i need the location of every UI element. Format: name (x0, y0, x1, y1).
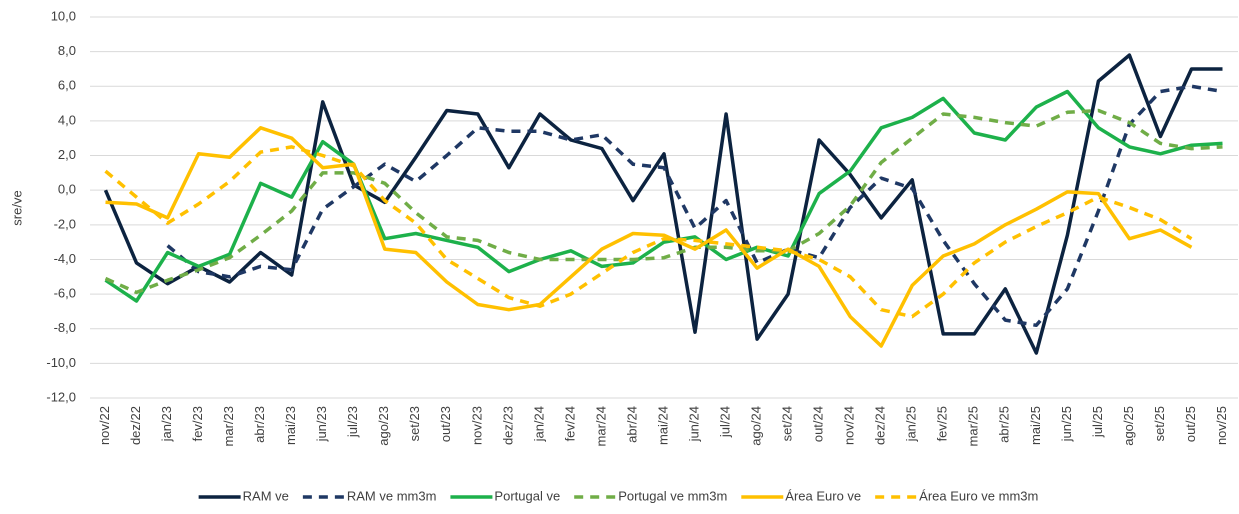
x-tick-label: jan/23 (159, 406, 174, 442)
x-tick-label: ago/23 (376, 406, 391, 446)
x-tick-label: out/24 (811, 406, 826, 442)
x-tick-label: ago/25 (1121, 406, 1136, 446)
legend: RAM ve RAM ve mm3m Portugal ve Portugal ve … (198, 488, 1038, 503)
y-tick-label: 8,0 (58, 43, 76, 58)
x-tick-label: out/23 (438, 406, 453, 442)
series-line (104, 145, 1193, 319)
y-tick-label: -8,0 (54, 320, 76, 335)
y-tick-label: 2,0 (58, 147, 76, 162)
x-tick-label: nov/25 (1214, 406, 1229, 445)
y-tick-label: -12,0 (46, 389, 76, 404)
x-tick-label: dez/22 (128, 406, 143, 445)
x-tick-label: jul/24 (717, 406, 732, 438)
legend-label: RAM ve (243, 488, 289, 503)
x-tick-label: nov/22 (97, 406, 112, 445)
legend-label: Portugal ve mm3m (618, 488, 727, 503)
x-tick-label: mai/24 (655, 406, 670, 445)
legend-label: Área Euro ve mm3m (919, 488, 1038, 503)
series-line (104, 89, 1223, 303)
y-tick-label: -10,0 (46, 355, 76, 370)
x-tick-label: jun/24 (686, 406, 701, 442)
x-tick-label: dez/24 (873, 406, 888, 445)
x-tick-label: jan/25 (904, 406, 919, 442)
x-tick-label: jun/23 (314, 406, 329, 442)
x-tick-label: mai/25 (1028, 406, 1043, 445)
x-tick-label: set/25 (1152, 406, 1167, 441)
x-tick-label: out/25 (1183, 406, 1198, 442)
x-tick-label: jun/25 (1059, 406, 1074, 442)
x-tick-label: fev/25 (935, 406, 950, 441)
x-tick-label: abr/23 (252, 406, 267, 443)
y-tick-label: 4,0 (58, 112, 76, 127)
x-tick-label: abr/25 (997, 406, 1012, 443)
legend-label: Portugal ve (494, 488, 560, 503)
x-tick-label: jul/25 (1090, 406, 1105, 438)
x-tick-label: mar/24 (593, 406, 608, 446)
series-line (105, 126, 1193, 348)
y-tick-label: -4,0 (54, 251, 76, 266)
x-tick-label: jul/23 (345, 406, 360, 438)
legend-label: RAM ve mm3m (347, 488, 437, 503)
x-tick-label: nov/24 (842, 406, 857, 445)
y-tick-label: -2,0 (54, 216, 76, 231)
x-tick-label: jan/24 (531, 406, 546, 442)
x-tick-label: fev/24 (562, 406, 577, 441)
y-tick-label: -6,0 (54, 286, 76, 301)
series-line (166, 84, 1223, 328)
x-tick-label: mar/25 (966, 406, 981, 446)
x-tick-label: dez/23 (500, 406, 515, 445)
y-tick-label: 0,0 (58, 182, 76, 197)
x-tick-label: fev/23 (190, 406, 205, 441)
series-line (103, 53, 1223, 355)
x-tick-label: abr/24 (624, 406, 639, 443)
x-tick-label: mai/23 (283, 406, 298, 445)
y-axis-title: sre/ve (9, 190, 24, 225)
x-tick-label: nov/23 (469, 406, 484, 445)
x-tick-label: mar/23 (221, 406, 236, 446)
x-tick-label: set/23 (407, 406, 422, 441)
series-line (104, 108, 1223, 295)
x-tick-label: ago/24 (749, 406, 764, 446)
x-tick-label: set/24 (780, 406, 795, 441)
y-tick-label: 10,0 (51, 8, 76, 23)
y-tick-label: 6,0 (58, 78, 76, 93)
legend-label: Área Euro ve (785, 488, 861, 503)
